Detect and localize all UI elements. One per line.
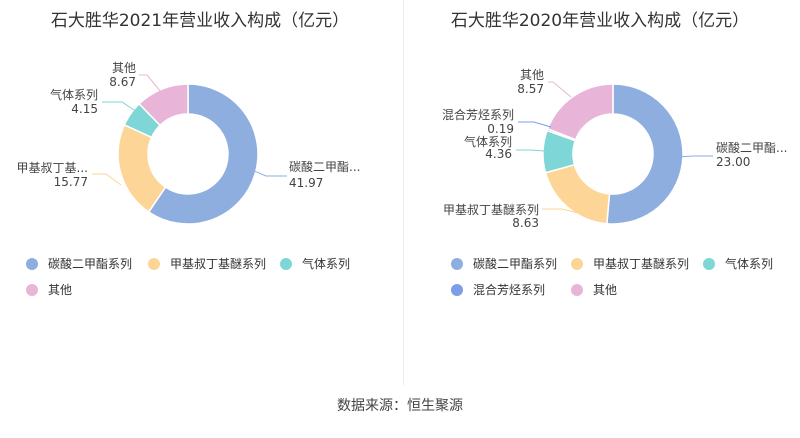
legend-marker xyxy=(571,284,583,296)
legend-label: 其他 xyxy=(48,283,72,297)
legend-marker xyxy=(148,258,160,270)
legend-marker xyxy=(571,258,583,270)
slice-label-name: 气体系列 xyxy=(464,134,512,149)
legend-item[interactable]: 其他 xyxy=(26,283,72,297)
slice-label-value: 41.97 xyxy=(289,176,323,190)
leader-line xyxy=(548,81,572,98)
legend-marker xyxy=(703,258,715,270)
chart-title-2020: 石大胜华2020年营业收入构成（亿元） xyxy=(450,11,750,31)
donut-slice[interactable] xyxy=(606,83,684,225)
legend-marker xyxy=(26,284,38,296)
donut-slice[interactable] xyxy=(544,163,611,225)
slice-label-value: 4.36 xyxy=(485,147,512,161)
legend-item[interactable]: 气体系列 xyxy=(280,256,350,271)
slice-label-name: 碳酸二甲酯... xyxy=(716,140,787,155)
legend-item[interactable]: 碳酸二甲酯系列 xyxy=(26,256,132,271)
legend-marker xyxy=(280,258,292,270)
legend-item[interactable]: 混合芳烃系列 xyxy=(451,282,545,297)
slice-label-name: 甲基叔丁基... xyxy=(17,161,88,175)
slice-label-name: 碳酸二甲酯... xyxy=(289,159,360,174)
slice-label-value: 4.15 xyxy=(71,102,98,116)
legend-item[interactable]: 碳酸二甲酯系列 xyxy=(451,256,557,271)
legend-item[interactable]: 甲基叔丁基醚系列 xyxy=(571,257,689,271)
leader-line xyxy=(542,208,579,214)
slice-label-name: 甲基叔丁基醚系列 xyxy=(443,203,539,217)
legend-label: 碳酸二甲酯系列 xyxy=(473,256,557,271)
legend-label: 混合芳烃系列 xyxy=(473,282,545,297)
slice-label-value: 15.77 xyxy=(54,175,88,189)
leader-line xyxy=(92,173,122,186)
data-source: 数据来源：恒生聚源 xyxy=(337,398,463,414)
legend-label: 气体系列 xyxy=(725,256,773,271)
legend-item[interactable]: 甲基叔丁基醚系列 xyxy=(148,257,266,271)
donut-slice[interactable] xyxy=(117,123,167,213)
leader-line xyxy=(676,155,713,158)
legend-item[interactable]: 气体系列 xyxy=(703,256,773,271)
chart-title-2021: 石大胜华2021年营业收入构成（亿元） xyxy=(50,11,350,31)
slice-label-value: 8.63 xyxy=(512,216,539,230)
slice-label-name: 其他 xyxy=(520,68,544,82)
legend-item[interactable]: 其他 xyxy=(571,283,617,297)
slice-label-value: 8.57 xyxy=(517,82,544,96)
legend-label: 其他 xyxy=(593,283,617,297)
slice-label-value: 8.67 xyxy=(109,75,136,89)
leader-line xyxy=(102,101,141,115)
legend-label: 甲基叔丁基醚系列 xyxy=(593,257,689,271)
legend-label: 气体系列 xyxy=(302,256,350,271)
legend-marker xyxy=(451,284,463,296)
donut-chart-0: 碳酸二甲酯...41.97甲基叔丁基...15.77气体系列4.15其他8.67… xyxy=(17,61,361,297)
slice-label-name: 其他 xyxy=(112,61,136,75)
slice-label-name: 气体系列 xyxy=(50,87,98,102)
slice-label-value: 23.00 xyxy=(716,155,750,169)
leader-line xyxy=(518,121,552,128)
donut-slice[interactable] xyxy=(147,83,259,225)
legend-marker xyxy=(451,258,463,270)
slice-label-name: 混合芳烃系列 xyxy=(442,107,514,122)
legend-label: 甲基叔丁基醚系列 xyxy=(170,257,266,271)
leader-line xyxy=(139,74,162,93)
donut-slice[interactable] xyxy=(138,83,189,127)
leader-line xyxy=(516,149,546,152)
legend-label: 碳酸二甲酯系列 xyxy=(48,256,132,271)
legend-marker xyxy=(26,258,38,270)
leader-line xyxy=(251,169,287,177)
panel-divider xyxy=(403,0,404,385)
donut-slice[interactable] xyxy=(546,83,614,141)
slice-label-value: 0.19 xyxy=(487,122,514,136)
donut-chart-1: 碳酸二甲酯...23.00甲基叔丁基醚系列8.63气体系列4.36混合芳烃系列0… xyxy=(442,68,787,297)
donut-charts: 碳酸二甲酯...41.97甲基叔丁基...15.77气体系列4.15其他8.67… xyxy=(17,61,788,297)
